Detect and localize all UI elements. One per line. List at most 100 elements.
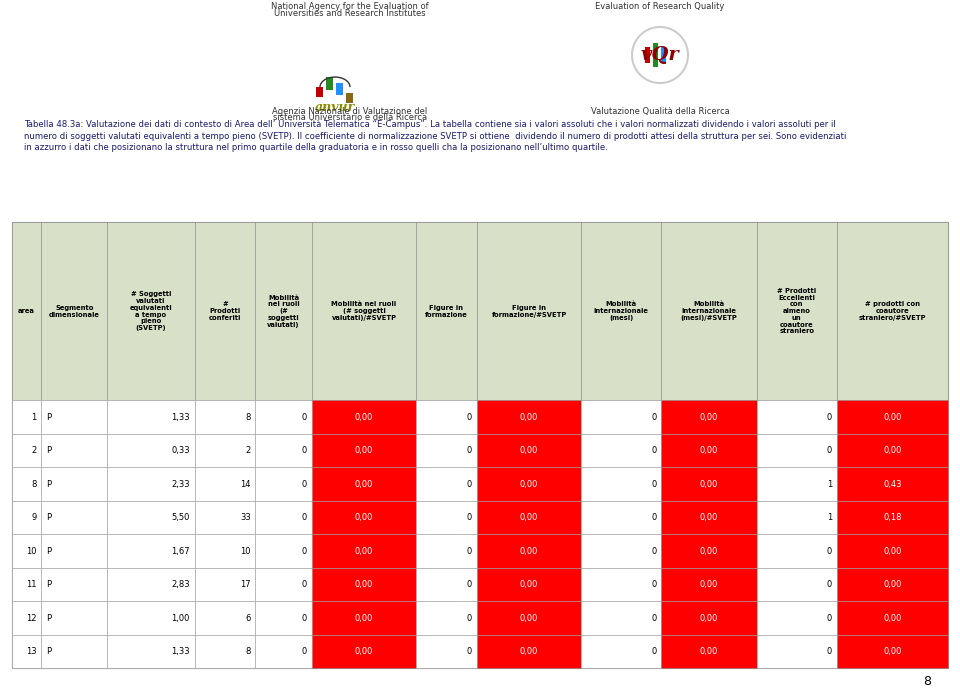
Text: P: P (46, 480, 51, 489)
Text: Mobilità
internazionale
(mesi)/#SVETP: Mobilità internazionale (mesi)/#SVETP (681, 301, 737, 321)
Bar (416, 222, 477, 400)
Text: 0: 0 (651, 647, 657, 656)
Text: 8: 8 (32, 480, 36, 489)
Text: 17: 17 (240, 580, 251, 589)
Text: 0,00: 0,00 (519, 647, 539, 656)
Text: 1: 1 (827, 513, 832, 522)
Bar (41, 568, 108, 601)
Text: sistema Universitario e della Ricerca: sistema Universitario e della Ricerca (273, 113, 427, 122)
Bar (837, 400, 948, 434)
Text: # prodotti con
coautore
straniero/#SVETP: # prodotti con coautore straniero/#SVETP (859, 301, 926, 321)
Bar (12, 400, 41, 434)
Bar (255, 635, 312, 668)
Bar (416, 535, 477, 568)
Bar (581, 434, 661, 467)
Bar (477, 222, 581, 400)
Text: Figure in
formazione/#SVETP: Figure in formazione/#SVETP (492, 305, 566, 318)
Bar (255, 535, 312, 568)
Text: Evaluation of Research Quality: Evaluation of Research Quality (595, 2, 725, 11)
Bar (312, 222, 416, 400)
Text: area: area (18, 308, 35, 314)
Bar (108, 535, 195, 568)
Text: 0: 0 (827, 546, 832, 555)
Bar (108, 635, 195, 668)
Bar (477, 501, 581, 535)
Text: 0: 0 (467, 480, 472, 489)
Bar (661, 535, 756, 568)
Bar (416, 501, 477, 535)
Text: P: P (46, 546, 51, 555)
Text: 0: 0 (301, 480, 307, 489)
Bar (12, 535, 41, 568)
Bar (195, 222, 255, 400)
Bar (255, 400, 312, 434)
Text: 0: 0 (827, 614, 832, 623)
Bar (477, 568, 581, 601)
Text: Tabella 48.3a: Valutazione dei dati di contesto di Area dell’ Università Telemat: Tabella 48.3a: Valutazione dei dati di c… (24, 121, 847, 152)
Text: # Prodotti
Eccellenti
con
almeno
un
coautore
straniero: # Prodotti Eccellenti con almeno un coau… (778, 288, 816, 334)
Text: 0,00: 0,00 (519, 513, 539, 522)
Text: 0,00: 0,00 (700, 513, 718, 522)
Bar (756, 601, 837, 635)
Text: 0,33: 0,33 (171, 446, 190, 455)
Text: #
Prodotti
conferiti: # Prodotti conferiti (209, 301, 241, 321)
Text: 0: 0 (827, 446, 832, 455)
Text: 2: 2 (32, 446, 36, 455)
Bar (108, 400, 195, 434)
Bar (477, 601, 581, 635)
Bar (312, 535, 416, 568)
Bar (837, 635, 948, 668)
Bar (108, 467, 195, 501)
Text: 5,50: 5,50 (172, 513, 190, 522)
Text: P: P (46, 647, 51, 656)
Bar (12, 434, 41, 467)
Bar (416, 635, 477, 668)
Text: 0,00: 0,00 (883, 647, 901, 656)
Bar (837, 535, 948, 568)
Text: 0,00: 0,00 (883, 413, 901, 422)
Text: 0,00: 0,00 (355, 480, 373, 489)
Bar (195, 568, 255, 601)
Text: 1,33: 1,33 (171, 647, 190, 656)
Bar (416, 400, 477, 434)
Text: P: P (46, 614, 51, 623)
Bar (12, 222, 41, 400)
Text: 0,00: 0,00 (700, 647, 718, 656)
Text: 8: 8 (246, 647, 251, 656)
Bar (41, 434, 108, 467)
Bar (756, 535, 837, 568)
Bar (12, 501, 41, 535)
Text: 0,00: 0,00 (355, 446, 373, 455)
Bar (756, 635, 837, 668)
Bar (581, 535, 661, 568)
Text: 0,00: 0,00 (355, 546, 373, 555)
Text: vQr: vQr (640, 46, 680, 64)
Text: 1,67: 1,67 (171, 546, 190, 555)
Text: 2: 2 (246, 446, 251, 455)
Bar (661, 501, 756, 535)
Text: Mobilità nei ruoli
(# soggetti
valutati)/#SVETP: Mobilità nei ruoli (# soggetti valutati)… (331, 301, 396, 321)
Text: 6: 6 (246, 614, 251, 623)
Text: 0: 0 (651, 446, 657, 455)
Bar (195, 434, 255, 467)
Bar (756, 568, 837, 601)
Text: 0: 0 (651, 614, 657, 623)
Text: 1: 1 (32, 413, 36, 422)
Bar (108, 568, 195, 601)
Text: 0: 0 (827, 647, 832, 656)
Bar (416, 568, 477, 601)
Bar (255, 467, 312, 501)
Text: 0,18: 0,18 (883, 513, 901, 522)
Text: 0: 0 (651, 413, 657, 422)
Text: 0,00: 0,00 (700, 546, 718, 555)
Text: 12: 12 (26, 614, 36, 623)
Text: 0,00: 0,00 (355, 614, 373, 623)
Bar (581, 635, 661, 668)
Bar (336, 83, 343, 95)
Text: 0: 0 (467, 614, 472, 623)
Text: Figure in
formazione: Figure in formazione (425, 305, 468, 318)
Bar (837, 467, 948, 501)
Bar (41, 501, 108, 535)
Bar (837, 501, 948, 535)
Bar (12, 635, 41, 668)
